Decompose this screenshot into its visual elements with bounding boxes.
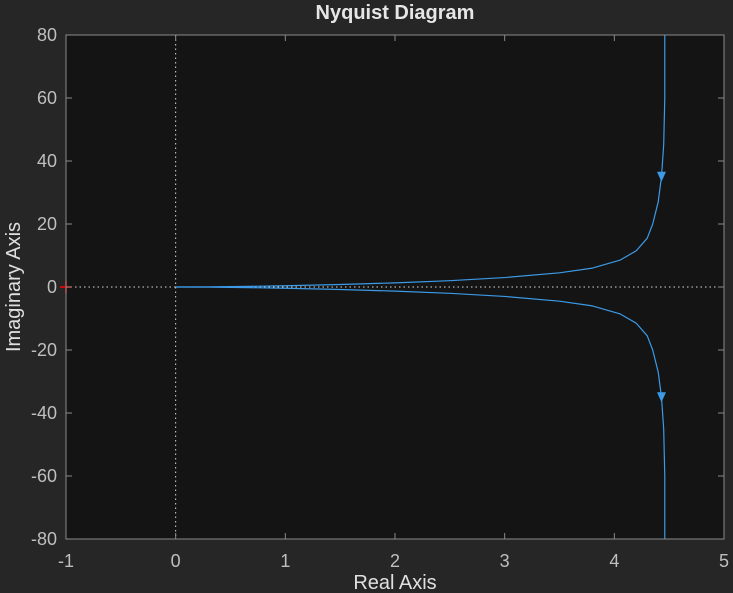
y-tick-label: 0 — [47, 277, 57, 297]
y-tick-label: 60 — [37, 88, 57, 108]
direction-arrow-2 — [656, 392, 666, 403]
x-tick-label: -1 — [58, 551, 74, 571]
x-tick-label: 0 — [171, 551, 181, 571]
y-tick-label: -40 — [31, 403, 57, 423]
x-tick-label: 3 — [500, 551, 510, 571]
y-tick-label: 20 — [37, 214, 57, 234]
y-tick-labels: -80 -60 -40 -20 0 20 40 60 80 — [31, 25, 57, 549]
tick-marks — [65, 34, 725, 540]
y-tick-label: -20 — [31, 340, 57, 360]
y-tick-label: 80 — [37, 25, 57, 45]
x-tick-label: 1 — [280, 551, 290, 571]
x-axis-label: Real Axis — [353, 572, 436, 593]
x-tick-label: 2 — [390, 551, 400, 571]
x-tick-labels: -1 0 1 2 3 4 5 — [58, 551, 729, 571]
y-tick-label: -60 — [31, 466, 57, 486]
y-tick-label: -80 — [31, 529, 57, 549]
y-axis-label: Imaginary Axis — [3, 222, 25, 352]
direction-arrows — [656, 171, 666, 403]
x-tick-label: 5 — [719, 551, 729, 571]
y-tick-label: 40 — [37, 151, 57, 171]
direction-arrow-1 — [656, 171, 666, 182]
x-tick-label: 4 — [609, 551, 619, 571]
chart-title: Nyquist Diagram — [316, 2, 475, 24]
zero-lines — [66, 35, 724, 539]
